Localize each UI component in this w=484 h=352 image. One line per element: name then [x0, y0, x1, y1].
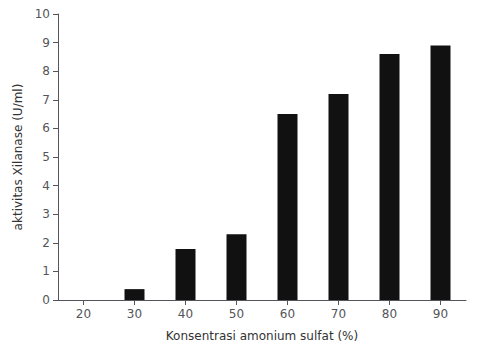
svg-text:4: 4 [42, 179, 50, 193]
svg-text:80: 80 [382, 307, 397, 321]
svg-text:90: 90 [433, 307, 448, 321]
svg-text:1: 1 [42, 264, 50, 278]
svg-text:Konsentrasi amonium sulfat (%): Konsentrasi amonium sulfat (%) [166, 329, 358, 343]
svg-text:6: 6 [42, 121, 50, 135]
svg-text:aktivitas Xilanase (U/ml): aktivitas Xilanase (U/ml) [11, 84, 25, 231]
svg-text:20: 20 [76, 307, 91, 321]
svg-text:9: 9 [42, 36, 50, 50]
svg-text:3: 3 [42, 207, 50, 221]
svg-text:5: 5 [42, 150, 50, 164]
svg-text:8: 8 [42, 64, 50, 78]
svg-text:50: 50 [229, 307, 244, 321]
svg-text:0: 0 [42, 293, 50, 307]
svg-text:2: 2 [42, 236, 50, 250]
svg-text:70: 70 [331, 307, 346, 321]
svg-text:10: 10 [35, 7, 50, 21]
svg-text:60: 60 [280, 307, 295, 321]
svg-text:7: 7 [42, 93, 50, 107]
svg-text:40: 40 [178, 307, 193, 321]
svg-text:30: 30 [127, 307, 142, 321]
